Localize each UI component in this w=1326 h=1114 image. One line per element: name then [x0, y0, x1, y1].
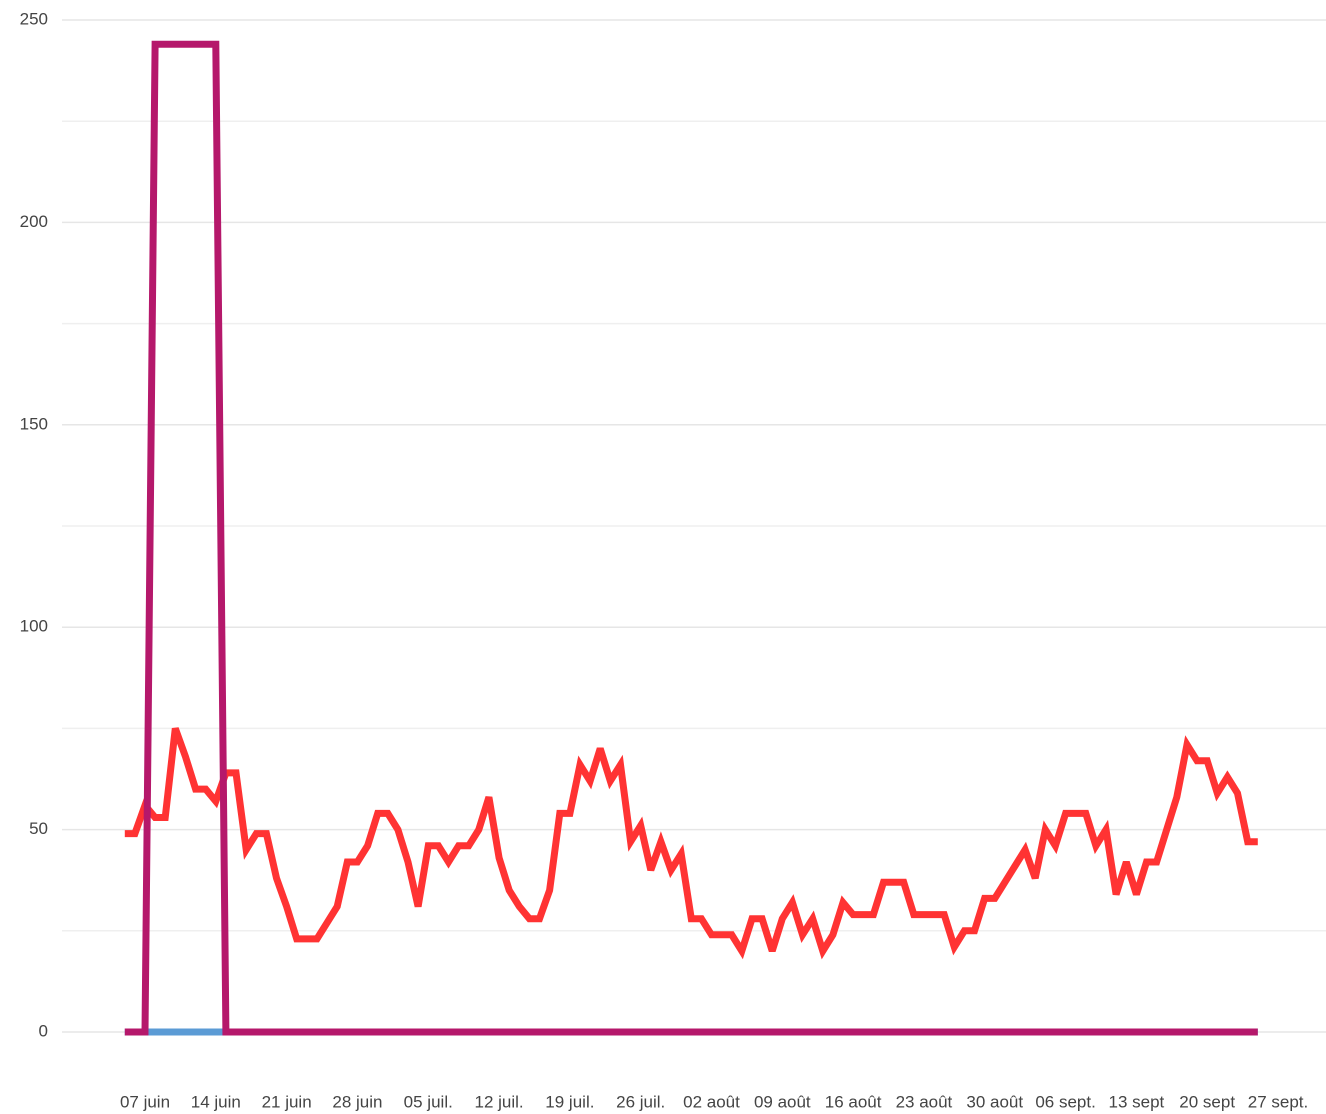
x-tick-label: 09 août: [754, 1092, 811, 1111]
x-tick-label: 14 juin: [191, 1092, 241, 1111]
x-tick-label: 07 juin: [120, 1092, 170, 1111]
x-tick-label: 05 juil.: [404, 1092, 453, 1111]
y-tick-label: 0: [39, 1021, 48, 1040]
x-tick-label: 19 juil.: [545, 1092, 594, 1111]
x-tick-label: 20 sept: [1179, 1092, 1235, 1111]
x-tick-label: 27 sept.: [1248, 1092, 1309, 1111]
x-tick-label: 28 juin: [332, 1092, 382, 1111]
y-tick-label: 250: [20, 9, 48, 28]
x-tick-label: 12 juil.: [474, 1092, 523, 1111]
x-tick-label: 16 août: [825, 1092, 882, 1111]
y-tick-label: 200: [20, 212, 48, 231]
y-tick-label: 100: [20, 617, 48, 636]
y-tick-label: 50: [29, 819, 48, 838]
x-tick-label: 06 sept.: [1035, 1092, 1096, 1111]
y-tick-label: 150: [20, 414, 48, 433]
x-tick-label: 21 juin: [262, 1092, 312, 1111]
x-tick-label: 13 sept: [1108, 1092, 1164, 1111]
series-line: [124, 40, 1258, 1036]
x-tick-label: 02 août: [683, 1092, 740, 1111]
x-tick-label: 26 juil.: [616, 1092, 665, 1111]
x-tick-label: 23 août: [896, 1092, 953, 1111]
x-tick-label: 30 août: [966, 1092, 1023, 1111]
series-line: [124, 727, 1258, 960]
